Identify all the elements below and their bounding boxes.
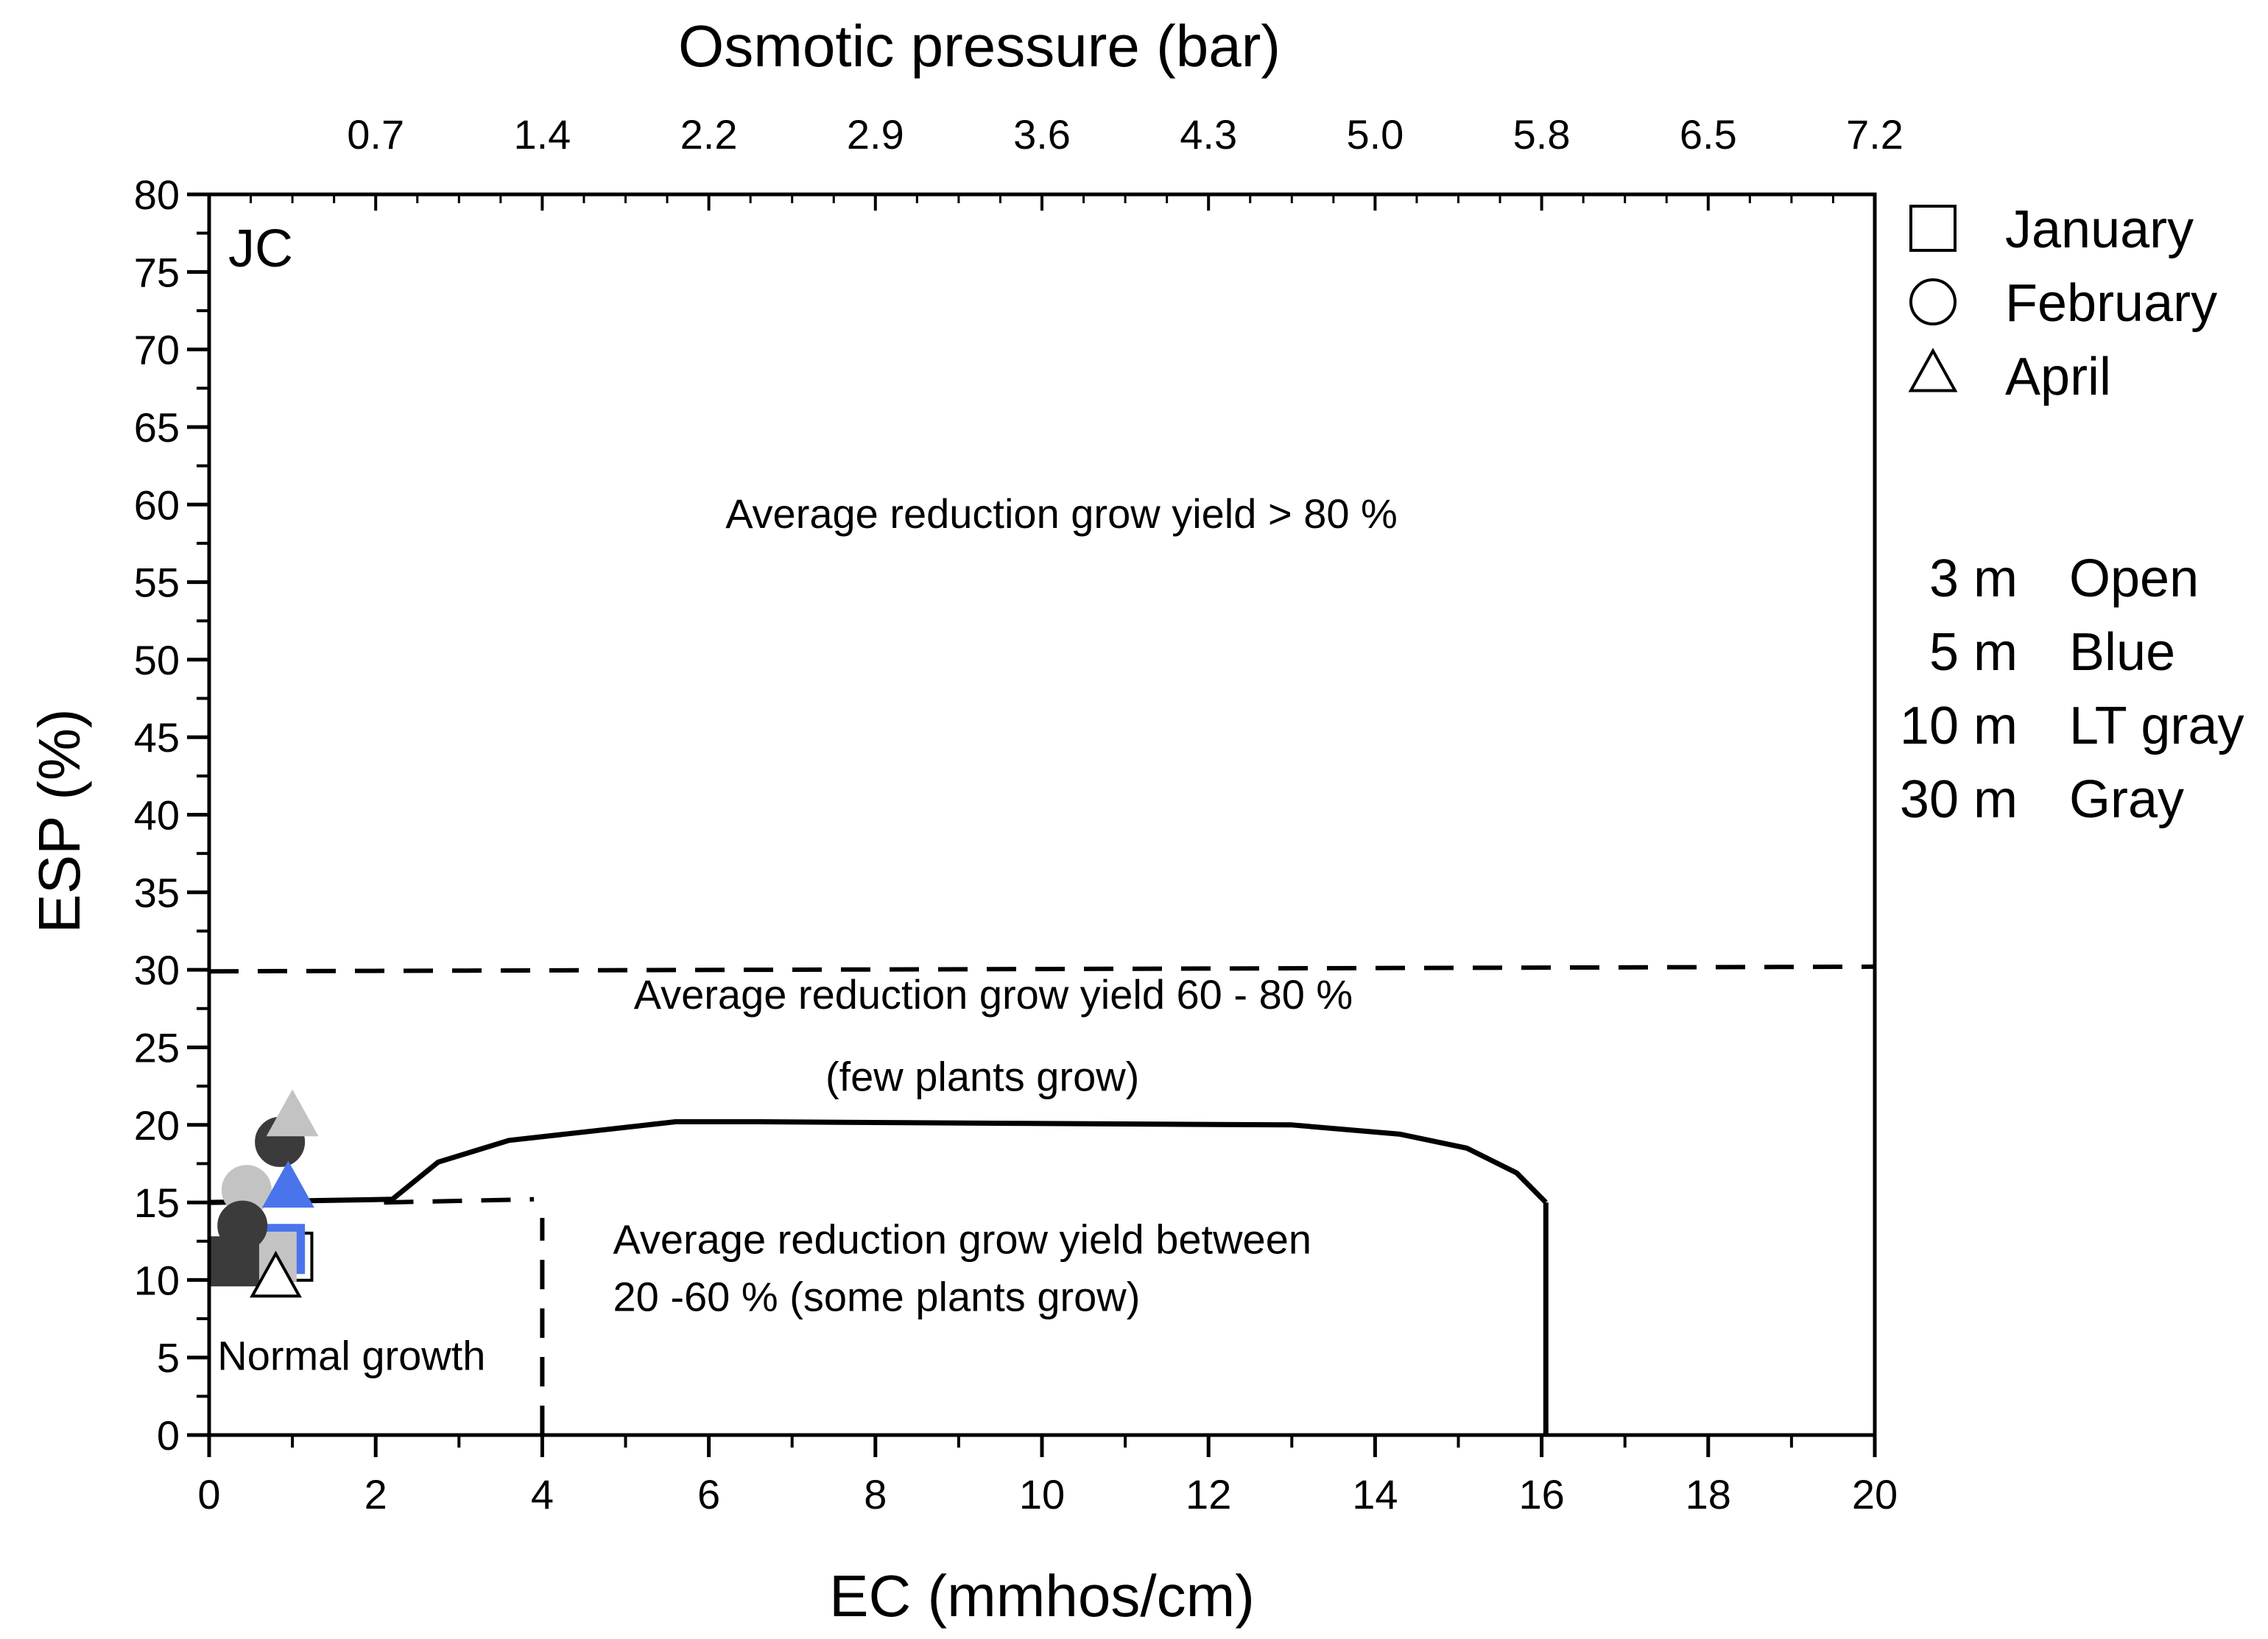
x-axis-title: EC (mmhos/cm) — [829, 1563, 1255, 1629]
point-april-10m — [266, 1089, 319, 1137]
y-tick-label: 60 — [134, 482, 180, 528]
panel-label: JC — [228, 219, 293, 278]
region-labels: Average reduction grow yield > 80 % Avera… — [217, 490, 1398, 1379]
x-tick-label: 0 — [197, 1471, 220, 1518]
legend-square-icon — [1909, 205, 1957, 252]
top-tick-label: 5.0 — [1346, 111, 1404, 158]
legend-depth: 30 m — [1900, 770, 2018, 829]
legend-depth: 3 m — [1929, 549, 2018, 608]
x-tick-label: 2 — [364, 1471, 387, 1518]
top-tick-label: 1.4 — [513, 111, 571, 158]
y-tick-label: 15 — [134, 1180, 180, 1226]
y-tick-label: 5 — [157, 1335, 180, 1381]
region-label-few-plants: (few plants grow) — [825, 1053, 1139, 1099]
region-label-20-60-line2: 20 -60 % (some plants grow) — [613, 1274, 1141, 1320]
legend-color-label: LT gray — [2069, 697, 2244, 755]
y-tick-label: 0 — [157, 1412, 180, 1459]
legend-depth: 5 m — [1929, 623, 2018, 682]
y-tick-label: 70 — [134, 327, 180, 373]
x-tick-label: 12 — [1186, 1471, 1231, 1518]
x-tick-label: 20 — [1852, 1471, 1898, 1518]
region-label-60-80: Average reduction grow yield 60 - 80 % — [634, 971, 1353, 1018]
top-tick-label: 3.6 — [1013, 111, 1071, 158]
y-tick-label: 55 — [134, 560, 180, 606]
legend-color-label: Gray — [2069, 770, 2184, 829]
legend-color-label: Open — [2069, 549, 2199, 608]
top-tick-label: 4.3 — [1180, 111, 1237, 158]
esp-30-dashed-line — [208, 964, 1876, 974]
legend-triangle-icon — [1908, 348, 1958, 392]
legend-color-label: Blue — [2069, 623, 2175, 682]
y-axis-title: ESP (%) — [27, 708, 92, 933]
y-tick-label: 30 — [134, 947, 180, 993]
y-tick-label: 25 — [134, 1024, 180, 1071]
top-axis-title: Osmotic pressure (bar) — [678, 13, 1281, 79]
x-tick-label: 6 — [697, 1471, 720, 1518]
legend-label-february: February — [2005, 274, 2217, 333]
y-tick-label: 40 — [134, 792, 180, 839]
top-tick-label: 2.2 — [680, 111, 738, 158]
point-april-5m — [262, 1160, 314, 1208]
legend-depth: 10 m — [1900, 697, 2018, 755]
y-tick-label: 10 — [134, 1257, 180, 1303]
x-tick-label: 4 — [531, 1471, 554, 1518]
x-tick-label: 18 — [1686, 1471, 1731, 1518]
solid-curve-line — [208, 1119, 1548, 1205]
y-tick-label: 80 — [134, 172, 180, 218]
esp-15-dashed-line — [384, 1196, 535, 1205]
point-april-3m — [250, 1250, 302, 1298]
y-tick-label: 65 — [134, 404, 180, 451]
region-label-normal: Normal growth — [217, 1333, 485, 1379]
x-tick-label: 14 — [1352, 1471, 1398, 1518]
plot-frame — [207, 192, 1877, 1437]
y-tick-label: 50 — [134, 637, 180, 683]
top-tick-label: 6.5 — [1680, 111, 1737, 158]
axis-tick-labels: 0 2 4 6 8 10 12 14 16 18 20 0 5 10 15 20 25 30 35 40 45 50 55 6… — [134, 111, 1904, 1518]
y-tick-label: 35 — [134, 870, 180, 916]
region-label-20-60-line1: Average reduction grow yield between — [613, 1216, 1311, 1263]
y-tick-label: 20 — [134, 1102, 180, 1149]
top-tick-label: 0.7 — [347, 111, 404, 158]
legend-label-january: January — [2005, 200, 2194, 259]
zone-boundaries — [208, 964, 1876, 1435]
legend: January February April 3 m Open 5 m Blue 10 m LT… — [1900, 200, 2244, 829]
x-tick-label: 16 — [1518, 1471, 1564, 1518]
legend-circle-icon — [1909, 278, 1957, 325]
top-tick-label: 7.2 — [1846, 111, 1904, 158]
top-tick-label: 5.8 — [1513, 111, 1571, 158]
x-tick-label: 10 — [1019, 1471, 1065, 1518]
point-february-30m — [217, 1200, 268, 1251]
axis-ticks — [187, 192, 1877, 1457]
y-tick-label: 75 — [134, 249, 180, 295]
data-points — [208, 1089, 319, 1298]
y-tick-label: 45 — [134, 714, 180, 761]
top-tick-label: 2.9 — [847, 111, 904, 158]
legend-label-april: April — [2005, 348, 2111, 406]
region-label-gt80: Average reduction grow yield > 80 % — [725, 490, 1398, 537]
x-tick-label: 8 — [864, 1471, 887, 1518]
